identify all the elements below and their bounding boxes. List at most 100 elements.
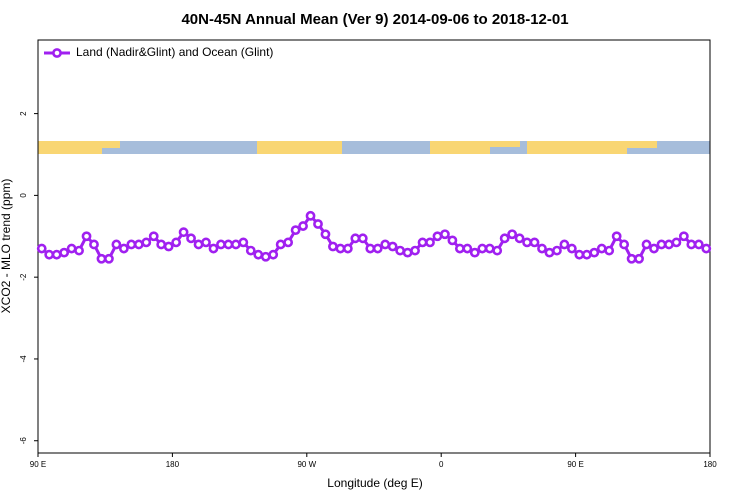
- data-point: [208, 243, 219, 254]
- data-point: [589, 247, 600, 258]
- data-point: [253, 249, 264, 260]
- data-point: [664, 239, 674, 250]
- data-point: [290, 225, 301, 236]
- data-point: [634, 253, 644, 264]
- data-point: [402, 247, 413, 258]
- land: [102, 141, 120, 148]
- y-tick-label: 0: [19, 193, 28, 198]
- data-point: [298, 221, 308, 231]
- data-point: [522, 237, 532, 248]
- data-point: [492, 245, 503, 256]
- data-point: [104, 253, 114, 264]
- data-point: [611, 231, 622, 242]
- data-point: [447, 235, 458, 246]
- data-point: [469, 247, 480, 258]
- data-point: [118, 243, 129, 254]
- data-point: [552, 245, 562, 256]
- data-point: [649, 243, 659, 254]
- data-point: [148, 231, 159, 242]
- data-point: [686, 239, 697, 250]
- x-tick-label: 180: [166, 460, 180, 469]
- data-point: [544, 247, 555, 258]
- data-point: [96, 253, 107, 264]
- data-point: [387, 241, 398, 252]
- data-point: [350, 233, 361, 244]
- land: [527, 141, 627, 154]
- data-point: [81, 231, 92, 242]
- data-point: [111, 239, 122, 250]
- data-point: [328, 241, 338, 252]
- data-point: [51, 249, 62, 260]
- data-point: [484, 243, 495, 254]
- data-point: [499, 233, 510, 244]
- x-tick-label: 0: [439, 460, 444, 469]
- data-point: [320, 229, 331, 240]
- data-point: [223, 239, 234, 250]
- data-point: [59, 247, 70, 258]
- data-point: [462, 243, 473, 254]
- x-axis-label: Longitude (deg E): [327, 476, 422, 490]
- data-point: [678, 231, 689, 242]
- data-point: [656, 239, 667, 250]
- land: [490, 141, 520, 147]
- data-point: [365, 243, 376, 254]
- data-point: [283, 237, 294, 248]
- legend-marker: [52, 48, 62, 58]
- chart-title: 40N-45N Annual Mean (Ver 9) 2014-09-06 t…: [181, 11, 568, 28]
- y-tick-label: -2: [19, 273, 28, 281]
- data-point: [693, 239, 704, 250]
- data-point: [89, 239, 99, 250]
- y-tick-label: -4: [19, 355, 28, 363]
- data-point: [477, 243, 488, 254]
- data-point: [126, 239, 137, 250]
- data-point: [245, 245, 256, 256]
- data-point: [410, 245, 420, 256]
- data-point: [66, 243, 77, 254]
- y-axis-label: XCO2 - MLO trend (ppm): [0, 179, 13, 314]
- data-point: [559, 239, 570, 250]
- data-point: [514, 233, 525, 244]
- land: [627, 141, 657, 148]
- data-point: [417, 237, 428, 248]
- data-point: [335, 243, 346, 254]
- data-point: [156, 239, 167, 250]
- x-tick-label: 90 E: [567, 460, 583, 469]
- data-point: [671, 237, 682, 248]
- data-point: [74, 245, 84, 256]
- data-point: [619, 239, 630, 250]
- data-point: [454, 243, 465, 254]
- data-point: [395, 245, 406, 256]
- data-point: [44, 249, 55, 260]
- data-point: [574, 249, 585, 260]
- x-tick-label: 180: [703, 460, 717, 469]
- land: [38, 141, 102, 154]
- data-point: [342, 243, 353, 254]
- data-point: [372, 243, 383, 254]
- data-point: [141, 237, 152, 248]
- data-point: [313, 219, 323, 229]
- data-point: [357, 233, 368, 244]
- data-point: [260, 251, 271, 262]
- data-point: [230, 239, 241, 250]
- x-tick-label: 90 E: [30, 460, 46, 469]
- y-tick-label: -6: [19, 437, 28, 445]
- x-tick-label: 90 W: [297, 460, 316, 469]
- data-point: [596, 243, 607, 254]
- legend-label: Land (Nadir&Glint) and Ocean (Glint): [76, 45, 273, 59]
- data-point: [529, 237, 540, 248]
- data-point: [432, 231, 443, 242]
- data-point: [268, 249, 279, 260]
- data-point: [216, 239, 226, 250]
- data-point: [604, 245, 615, 256]
- y-tick-label: 2: [19, 111, 28, 116]
- data-point: [440, 229, 450, 240]
- data-point: [186, 233, 196, 244]
- data-point: [626, 253, 637, 264]
- land-ocean-strip: [38, 141, 710, 154]
- data-point: [701, 243, 712, 254]
- data-point: [171, 237, 182, 248]
- data-point: [193, 239, 204, 250]
- data-point: [507, 229, 518, 240]
- data-point: [36, 243, 47, 254]
